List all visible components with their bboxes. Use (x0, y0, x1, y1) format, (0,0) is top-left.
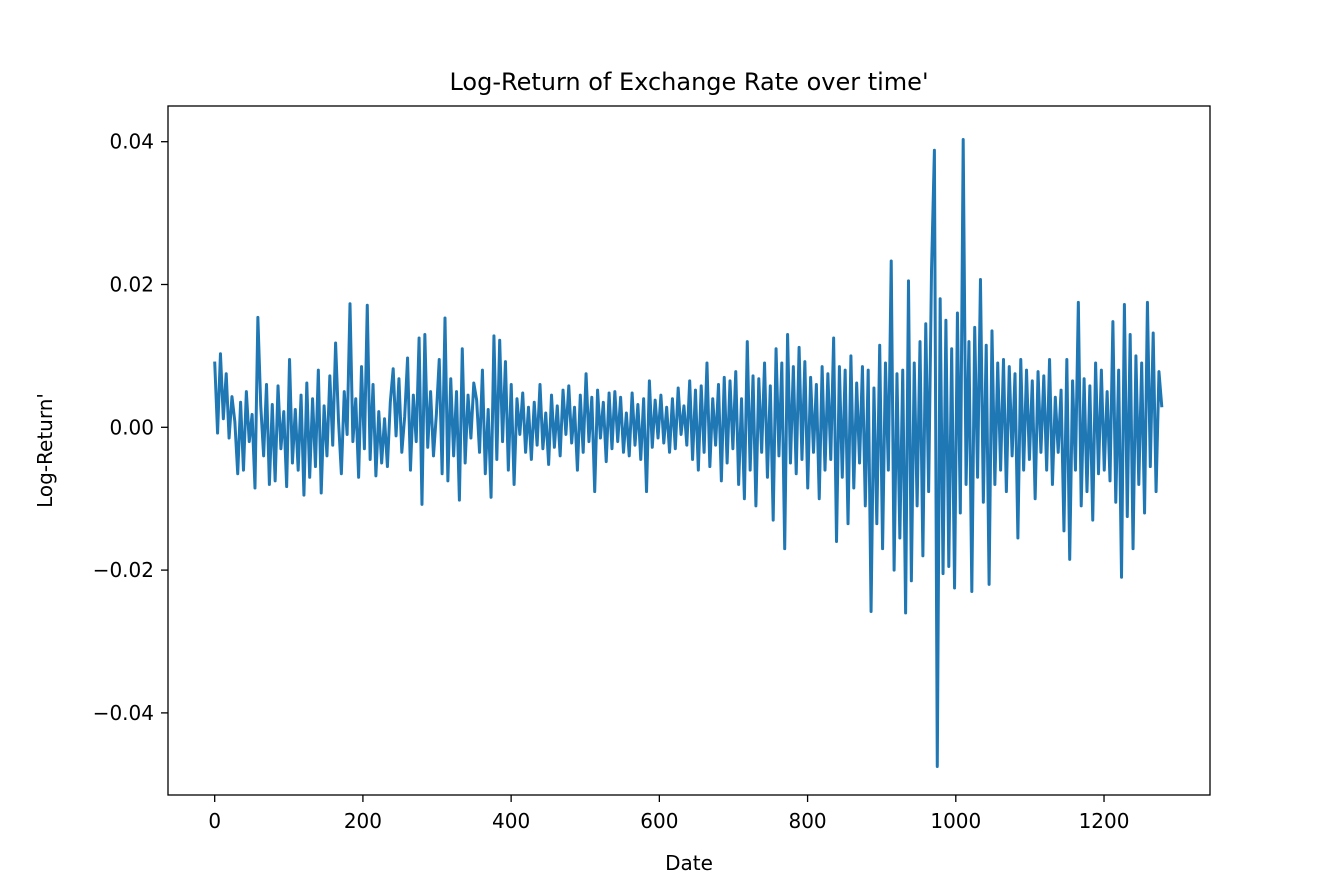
y-axis-label: Log-Return' (33, 393, 57, 508)
x-tick-label: 1000 (930, 809, 981, 833)
y-tick-label: 0.02 (109, 272, 154, 296)
x-axis-label: Date (665, 851, 713, 875)
x-axis: 0 200 400 600 800 1000 1200 (208, 795, 1129, 833)
y-tick-label: −0.02 (93, 558, 154, 582)
y-tick-label: −0.04 (93, 701, 154, 725)
y-tick-label: 0.00 (109, 415, 154, 439)
series-layer (213, 138, 1164, 768)
series-line-0 (213, 138, 1164, 768)
x-tick-label: 1200 (1079, 809, 1130, 833)
x-tick-label: 600 (640, 809, 678, 833)
x-tick-label: 800 (788, 809, 826, 833)
y-axis: 0.04 0.02 0.00 −0.02 −0.04 (93, 130, 168, 725)
chart-title: Log-Return of Exchange Rate over time' (449, 68, 928, 96)
x-tick-label: 400 (492, 809, 530, 833)
y-tick-label: 0.04 (109, 130, 154, 154)
plot-frame (167, 105, 1211, 796)
x-tick-label: 0 (208, 809, 221, 833)
x-tick-label: 200 (344, 809, 382, 833)
